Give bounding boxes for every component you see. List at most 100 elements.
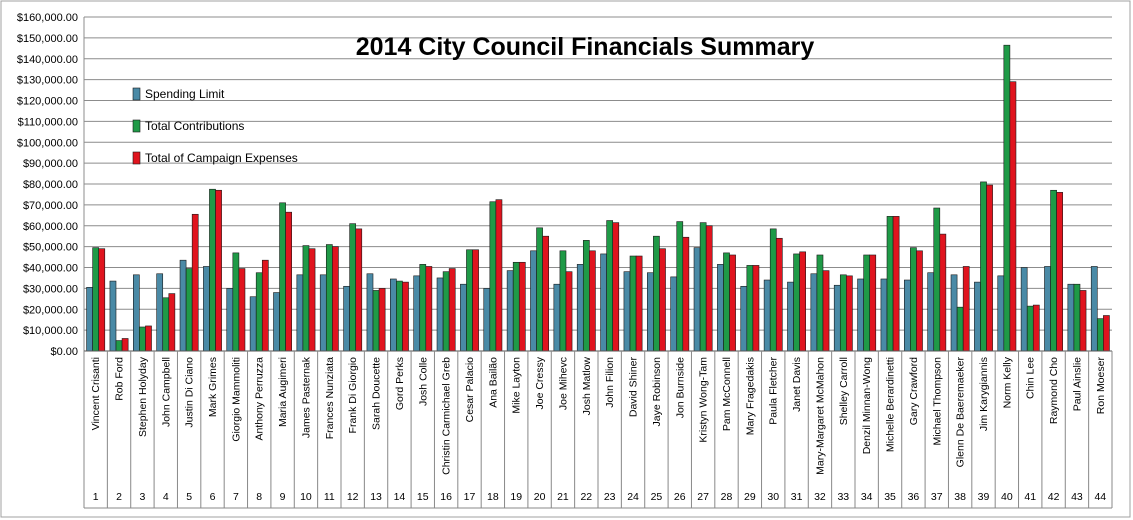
ward-number: 13 (370, 491, 382, 503)
category-label: Sarah Doucette (371, 357, 383, 430)
y-tick-label: $150,000.00 (17, 33, 78, 45)
bar (1090, 266, 1098, 352)
y-tick-label: $60,000.00 (23, 221, 78, 233)
category-label: Ron Moeser (1095, 357, 1107, 415)
bar (1026, 305, 1034, 352)
bar (325, 244, 333, 352)
chart-title: 2014 City Council Financials Summary (356, 33, 815, 61)
bar (646, 272, 654, 352)
bar (1079, 290, 1087, 352)
category-label: Shelley Carroll (838, 357, 850, 425)
bar (612, 222, 620, 352)
bar (279, 202, 286, 352)
ward-number: 3 (139, 491, 145, 503)
bar (319, 274, 327, 352)
ward-number: 37 (931, 491, 943, 503)
bar (839, 274, 847, 352)
category-label: Cesar Palacio (464, 357, 476, 423)
legend-swatch (132, 119, 141, 133)
category-label: Christin Carmichael Greb (441, 357, 453, 475)
bar (553, 283, 561, 352)
bar (349, 223, 357, 352)
bar (378, 288, 386, 352)
bar (472, 249, 479, 352)
category-label: Mike Layton (511, 357, 523, 414)
bar (880, 278, 888, 352)
bar (98, 248, 106, 352)
category-label: Pam McConnell (721, 357, 733, 431)
ward-number: 6 (210, 491, 216, 503)
bar (910, 247, 917, 352)
bar (629, 255, 637, 352)
bar (238, 268, 246, 352)
bar (799, 251, 807, 352)
bar (191, 213, 199, 352)
bar (518, 261, 526, 352)
bar (489, 201, 497, 352)
bar (215, 189, 222, 352)
bar (816, 254, 824, 352)
bar (1073, 283, 1081, 352)
bar (950, 274, 958, 352)
bar (974, 281, 981, 352)
bar (582, 240, 590, 352)
bar (332, 246, 339, 352)
ward-number: 35 (884, 491, 896, 503)
bar (676, 221, 684, 352)
category-label: Gary Crawford (908, 357, 920, 425)
bar (793, 253, 800, 352)
bar (389, 278, 397, 352)
bar (109, 280, 117, 352)
category-label: Norm Kelly (1001, 356, 1013, 408)
bar (226, 288, 234, 352)
bar (1067, 283, 1075, 352)
bar (203, 266, 210, 352)
bar (986, 184, 993, 352)
y-tick-label: $70,000.00 (23, 200, 78, 212)
bar (886, 216, 894, 352)
bar (442, 271, 450, 352)
ward-number: 15 (417, 491, 429, 503)
bar (1032, 304, 1040, 352)
bar (576, 264, 584, 352)
bar (372, 290, 380, 352)
category-label: Jim Karygiannis (978, 357, 990, 431)
bar (962, 266, 970, 352)
ward-number: 24 (627, 491, 639, 503)
y-tick-label: $50,000.00 (23, 242, 78, 254)
category-label: Mary-Margaret McMahon (814, 357, 826, 475)
ward-number: 38 (954, 491, 966, 503)
bar (402, 281, 409, 352)
category-label: Frances Nunziata (324, 357, 336, 439)
ward-number: 21 (557, 491, 569, 503)
bar (763, 279, 771, 352)
bar (623, 271, 631, 352)
bar (92, 247, 100, 352)
bar (717, 264, 724, 352)
ward-number: 16 (440, 491, 452, 503)
bar (302, 245, 310, 352)
ward-number: 22 (580, 491, 592, 503)
ward-number: 31 (791, 491, 803, 503)
bar (168, 293, 176, 352)
y-tick-label: $160,000.00 (17, 12, 78, 24)
category-label: Kristyn Wong-Tam (698, 357, 710, 443)
bar (740, 285, 748, 352)
bar (512, 261, 520, 352)
y-tick-label: $80,000.00 (23, 179, 78, 191)
category-label: Chin Lee (1025, 357, 1037, 399)
category-label: Frank Di Giorgio (347, 357, 359, 434)
bar (1056, 192, 1064, 352)
bar (536, 227, 543, 352)
category-label: John Campbell (160, 357, 172, 427)
bar (185, 268, 193, 352)
ward-number: 5 (186, 491, 192, 503)
bar (530, 250, 537, 352)
legend-swatch (132, 87, 141, 101)
bar (933, 207, 941, 352)
bar (693, 247, 701, 352)
category-label: Josh Colle (417, 357, 429, 406)
bar (296, 274, 304, 352)
y-tick-label: $30,000.00 (23, 283, 78, 295)
ward-number: 39 (978, 491, 990, 503)
